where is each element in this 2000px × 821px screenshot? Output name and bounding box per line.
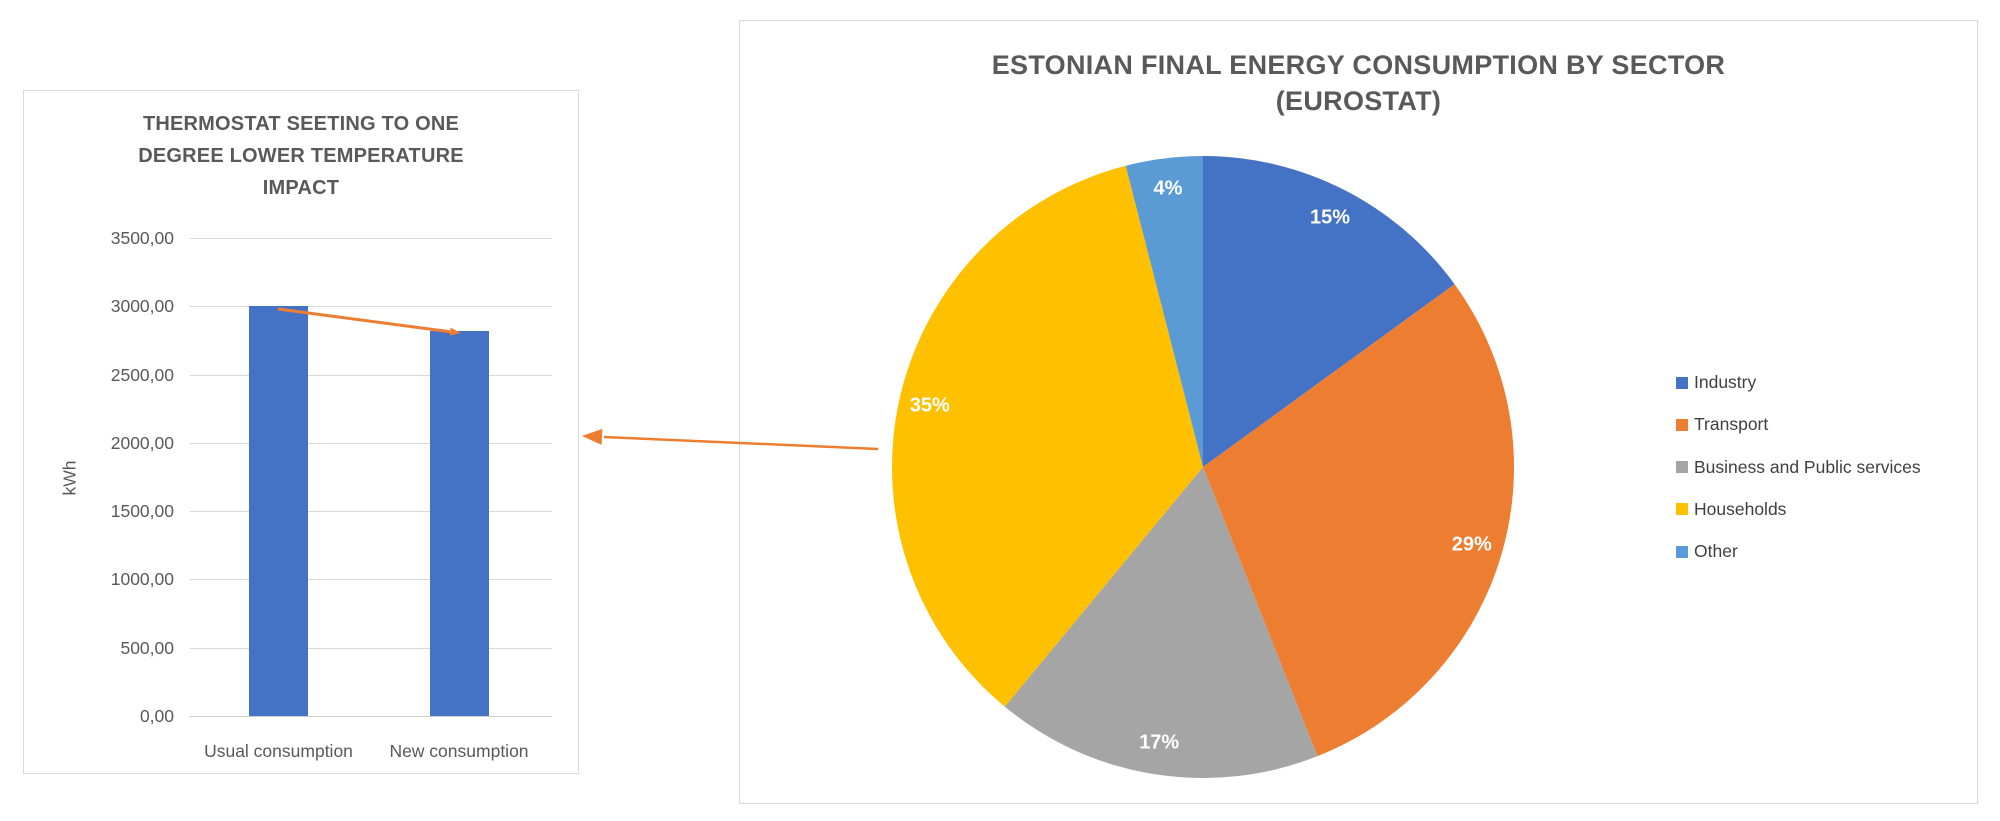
pie-chart	[892, 156, 1514, 778]
legend-item-households: Households	[1676, 499, 1786, 520]
legend-label: Industry	[1694, 372, 1757, 392]
legend-swatch-icon	[1676, 461, 1688, 474]
gridline	[190, 579, 552, 581]
legend-label: Other	[1694, 541, 1738, 562]
gridline	[190, 238, 552, 239]
y-tick-label: 500,00	[120, 637, 174, 658]
pie-slice-label-business-and-public-services: 17%	[1139, 731, 1180, 754]
legend-label: Business and Public services	[1694, 456, 1921, 477]
pie-slice-label-other: 4%	[1153, 177, 1183, 200]
y-tick-label: 0,00	[139, 706, 174, 726]
x-category-label: New consumption	[389, 741, 529, 761]
y-tick-label: 2000,00	[110, 432, 174, 453]
legend-swatch-icon	[1676, 545, 1688, 558]
legend-item-other: Other	[1676, 541, 1738, 562]
gridline	[190, 442, 552, 444]
pie-slice-industry	[1203, 156, 1455, 467]
legend-swatch-icon	[1676, 503, 1688, 516]
x-category-label: Usual consumption	[204, 741, 353, 761]
legend-swatch-icon	[1676, 418, 1688, 431]
pie-slice-households	[892, 165, 1203, 707]
pie-slice-label-households: 35%	[909, 394, 950, 417]
pie-slice-label-industry: 15%	[1310, 206, 1351, 229]
legend-item-industry: Industry	[1676, 372, 1756, 393]
pie-slice-business-and-public-services	[1004, 467, 1318, 778]
legend-swatch-icon	[1676, 376, 1688, 389]
gridline	[190, 374, 552, 376]
bar-usual-consumption	[249, 306, 308, 716]
y-tick-label: 1000,00	[110, 569, 174, 590]
y-tick-label: 2500,00	[110, 364, 174, 385]
bar-new-consumption	[429, 330, 489, 716]
gridline	[190, 511, 552, 513]
thermostat-bar-chart-panel: THERMOSTAT SEETING TO ONE DEGREE LOWER T…	[23, 90, 579, 774]
pie-slice-other	[1125, 156, 1203, 467]
gridline	[190, 306, 552, 308]
y-tick-label: 3500,00	[110, 228, 174, 248]
bar-chart-y-axis-title: kWh	[59, 460, 80, 496]
bar-chart-title: THERMOSTAT SEETING TO ONE DEGREE LOWER T…	[138, 113, 464, 199]
legend-label: Transport	[1694, 414, 1769, 435]
gridline	[190, 647, 552, 649]
pie-slice-label-transport: 29%	[1451, 533, 1492, 556]
energy-pie-chart-panel: ESTONIAN FINAL ENERGY CONSUMPTION BY SEC…	[739, 20, 1978, 804]
y-tick-label: 3000,00	[110, 296, 174, 317]
legend-label: Households	[1694, 498, 1787, 519]
legend-item-business-and-public-services: Business and Public services	[1676, 457, 1921, 478]
pie-chart-title: ESTONIAN FINAL ENERGY CONSUMPTION BY SEC…	[991, 50, 1726, 116]
pie-slice-transport	[1203, 284, 1514, 757]
legend-item-transport: Transport	[1676, 414, 1768, 435]
x-axis-line	[190, 716, 552, 717]
y-tick-label: 1500,00	[110, 501, 174, 522]
